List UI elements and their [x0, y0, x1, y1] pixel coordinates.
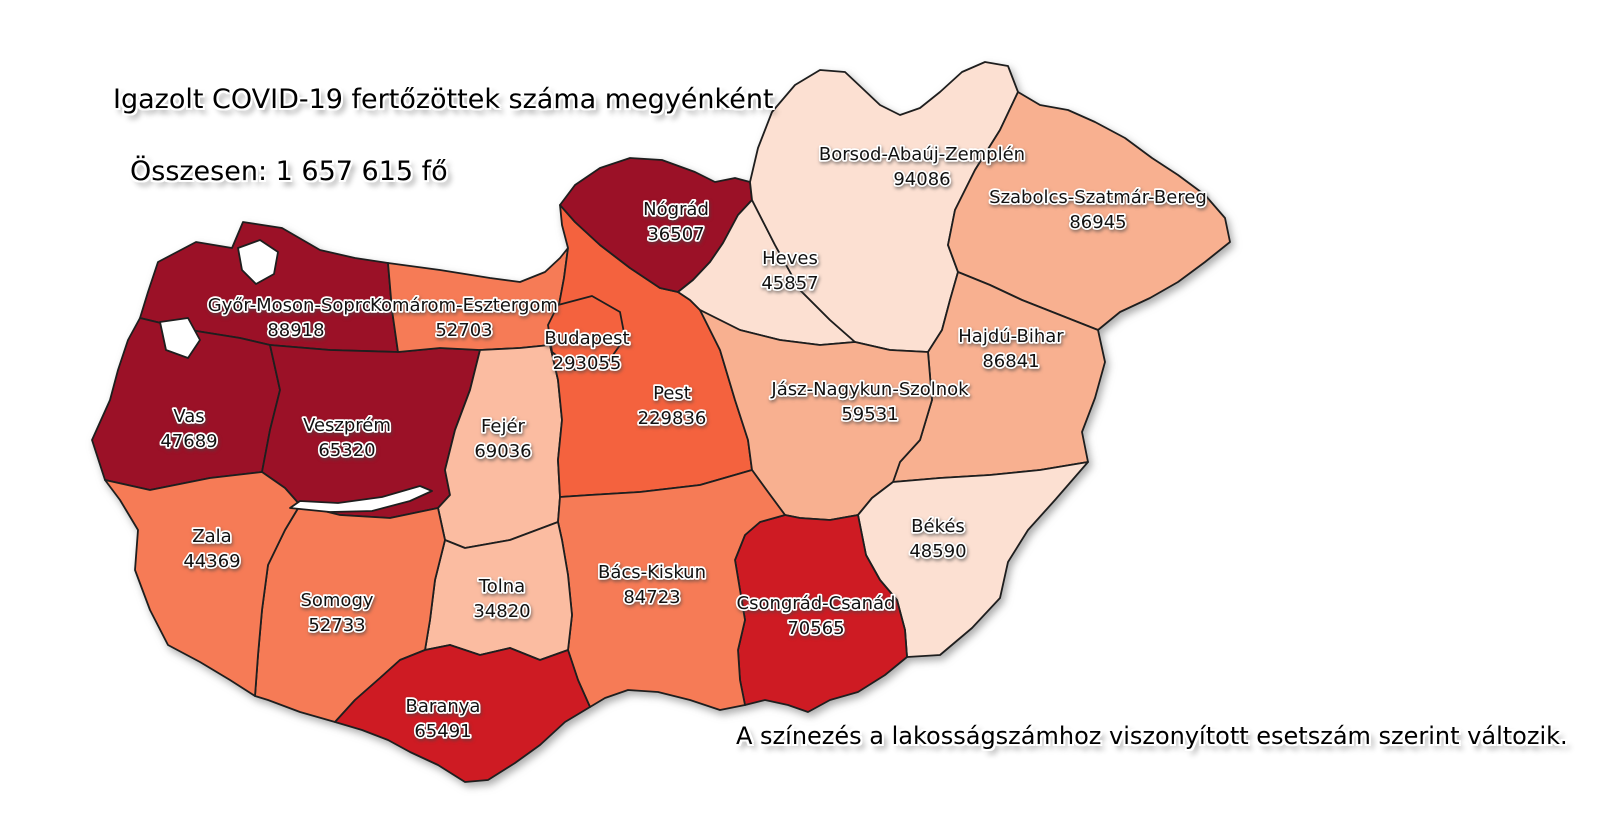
lake-balaton — [289, 485, 433, 513]
svg-text:Zala: Zala — [192, 526, 231, 547]
county-label-fejer: Fejér 69036 — [473, 414, 534, 463]
svg-text:Hajdú-Bihar: Hajdú-Bihar — [958, 326, 1064, 347]
map-title: Igazolt COVID-19 fertőzöttek száma megyé… — [113, 84, 774, 115]
svg-text:65320: 65320 — [318, 440, 375, 461]
lake-ferto — [237, 239, 279, 285]
county-label-zala: Zala 44369 — [182, 524, 243, 573]
svg-text:36507: 36507 — [647, 224, 704, 245]
svg-text:Vas: Vas — [173, 406, 204, 427]
county-label-somogy: Somogy 52733 — [299, 588, 376, 637]
svg-text:84723: 84723 — [623, 587, 680, 608]
svg-text:88918: 88918 — [267, 320, 324, 341]
svg-text:Szabolcs-Szatmár-Bereg: Szabolcs-Szatmár-Bereg — [989, 187, 1207, 208]
svg-text:45857: 45857 — [761, 273, 818, 294]
svg-text:Tolna: Tolna — [478, 576, 525, 597]
svg-text:Békés: Békés — [911, 516, 965, 537]
svg-text:59531: 59531 — [841, 404, 898, 425]
county-label-vas: Vas 47689 — [159, 404, 220, 453]
county-label-nograd: Nógrád 36507 — [641, 197, 710, 246]
svg-text:52703: 52703 — [435, 320, 492, 341]
svg-text:Borsod-Abaúj-Zemplén: Borsod-Abaúj-Zemplén — [819, 144, 1025, 165]
svg-text:229836: 229836 — [638, 408, 707, 429]
county-budapest — [547, 295, 626, 371]
svg-text:Somogy: Somogy — [300, 590, 373, 611]
color-scale-note: A színezés a lakosságszámhoz viszonyítot… — [736, 722, 1568, 750]
county-label-komarom-esztergom: Komárom-Esztergom 52703 — [368, 293, 559, 342]
svg-text:70565: 70565 — [787, 618, 844, 639]
county-label-heves: Heves 45857 — [760, 246, 821, 295]
svg-text:Veszprém: Veszprém — [303, 415, 391, 436]
svg-text:Jász-Nagykun-Szolnok: Jász-Nagykun-Szolnok — [770, 379, 969, 400]
county-label-tolna: Tolna 34820 — [472, 574, 533, 623]
svg-text:Baranya: Baranya — [406, 696, 481, 717]
svg-text:86945: 86945 — [1069, 212, 1126, 233]
svg-text:293055: 293055 — [553, 353, 622, 374]
svg-text:Heves: Heves — [762, 248, 818, 269]
svg-text:34820: 34820 — [473, 601, 530, 622]
county-label-budapest: Budapest 293055 — [543, 326, 632, 375]
county-label-bekes: Békés 48590 — [908, 514, 969, 563]
county-zala — [104, 471, 301, 697]
svg-text:47689: 47689 — [160, 431, 217, 452]
county-label-jasz-nagykun-szolnok: Jász-Nagykun-Szolnok 59531 — [769, 377, 971, 426]
svg-text:Budapest: Budapest — [544, 328, 629, 349]
svg-text:52733: 52733 — [308, 615, 365, 636]
svg-text:48590: 48590 — [909, 541, 966, 562]
county-szabolcs-szatmar-bereg — [947, 91, 1231, 331]
county-label-pest: Pest 229836 — [636, 381, 708, 430]
county-label-gyor-moson-sopron: Győr-Moson-Sopron 88918 — [206, 293, 386, 342]
svg-text:69036: 69036 — [474, 441, 531, 462]
svg-text:Pest: Pest — [653, 383, 691, 404]
county-label-csongrad-csanad: Csongrád-Csanád 70565 — [735, 591, 897, 640]
svg-text:Győr-Moson-Sopron: Győr-Moson-Sopron — [208, 295, 384, 316]
svg-text:Nógrád: Nógrád — [643, 199, 709, 220]
svg-text:Csongrád-Csanád: Csongrád-Csanád — [737, 593, 896, 614]
county-label-baranya: Baranya 65491 — [404, 694, 482, 743]
svg-text:94086: 94086 — [893, 169, 950, 190]
svg-text:Bács-Kiskun: Bács-Kiskun — [598, 562, 706, 583]
svg-text:Komárom-Esztergom: Komárom-Esztergom — [370, 295, 558, 316]
county-labels: Budapest 293055 Pest 229836 Borsod-Abaúj… — [159, 142, 1209, 743]
county-label-szabolcs-szatmar-bereg: Szabolcs-Szatmár-Bereg 86945 — [987, 185, 1208, 234]
county-label-veszprem: Veszprém 65320 — [301, 413, 392, 462]
border-notch-west — [159, 317, 201, 359]
svg-text:86841: 86841 — [982, 351, 1039, 372]
svg-text:65491: 65491 — [414, 721, 471, 742]
total-count: Összesen: 1 657 615 fő — [130, 156, 448, 187]
svg-text:44369: 44369 — [183, 551, 240, 572]
svg-text:Fejér: Fejér — [481, 416, 526, 437]
county-label-bacs-kiskun: Bács-Kiskun 84723 — [596, 560, 707, 609]
county-shapes — [91, 61, 1231, 783]
county-baranya — [334, 644, 591, 783]
county-label-borsod-abauj-zemplen: Borsod-Abaúj-Zemplén 94086 — [817, 142, 1027, 191]
county-label-hajdu-bihar: Hajdú-Bihar 86841 — [957, 324, 1066, 373]
